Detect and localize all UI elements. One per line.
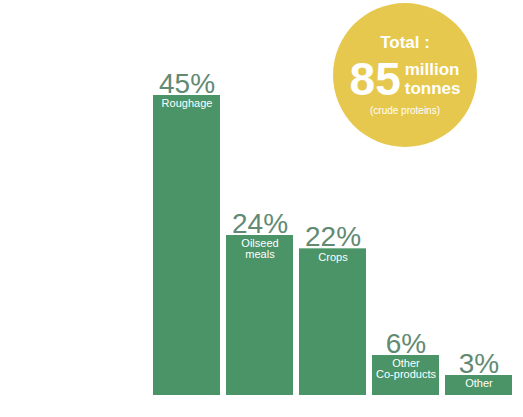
svg-text:3%: 3% (459, 348, 499, 379)
html-text:tonnes: tonnes (404, 79, 461, 98)
html-text:(crude proteins): (crude proteins) (370, 105, 440, 116)
svg-text:Roughage: Roughage (162, 97, 213, 109)
html-text:85: 85 (349, 53, 401, 105)
svg-text:OtherCo-products: OtherCo-products (376, 357, 436, 380)
svg-text:Other: Other (465, 377, 493, 389)
html-text:million: million (404, 60, 460, 79)
svg-text:6%: 6% (386, 328, 426, 359)
svg-text:Crops: Crops (318, 251, 348, 263)
svg-text:Oilseedmeals: Oilseedmeals (241, 237, 278, 260)
svg-text:45%: 45% (159, 68, 215, 99)
svg-text:24%: 24% (232, 208, 288, 239)
svg-text:22%: 22% (305, 221, 361, 252)
html-text:Total :: Total : (380, 33, 430, 52)
